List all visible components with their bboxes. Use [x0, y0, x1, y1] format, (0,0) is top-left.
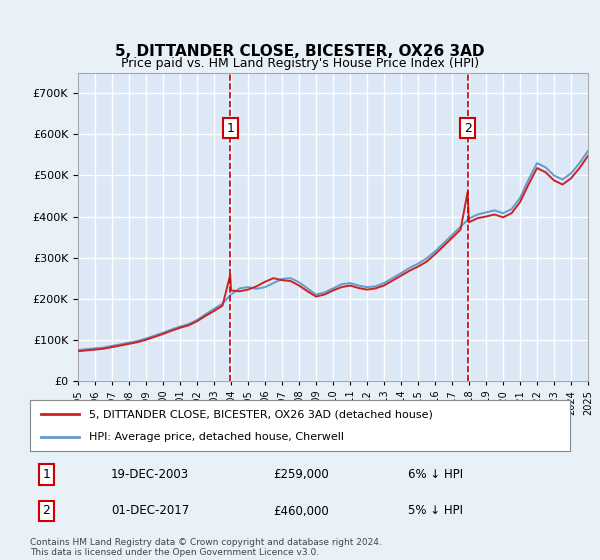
Text: 2: 2	[464, 122, 472, 135]
Text: 19-DEC-2003: 19-DEC-2003	[111, 468, 189, 481]
Text: 5, DITTANDER CLOSE, BICESTER, OX26 3AD: 5, DITTANDER CLOSE, BICESTER, OX26 3AD	[115, 44, 485, 59]
Text: Contains HM Land Registry data © Crown copyright and database right 2024.
This d: Contains HM Land Registry data © Crown c…	[30, 538, 382, 557]
Text: 1: 1	[42, 468, 50, 481]
Text: Price paid vs. HM Land Registry's House Price Index (HPI): Price paid vs. HM Land Registry's House …	[121, 57, 479, 70]
Text: £460,000: £460,000	[273, 505, 329, 517]
Text: 1: 1	[226, 122, 234, 135]
Text: 6% ↓ HPI: 6% ↓ HPI	[408, 468, 463, 481]
Text: 5% ↓ HPI: 5% ↓ HPI	[408, 505, 463, 517]
Text: £259,000: £259,000	[273, 468, 329, 481]
Text: 2: 2	[42, 505, 50, 517]
Text: 01-DEC-2017: 01-DEC-2017	[111, 505, 189, 517]
Text: HPI: Average price, detached house, Cherwell: HPI: Average price, detached house, Cher…	[89, 432, 344, 442]
Text: 5, DITTANDER CLOSE, BICESTER, OX26 3AD (detached house): 5, DITTANDER CLOSE, BICESTER, OX26 3AD (…	[89, 409, 433, 419]
